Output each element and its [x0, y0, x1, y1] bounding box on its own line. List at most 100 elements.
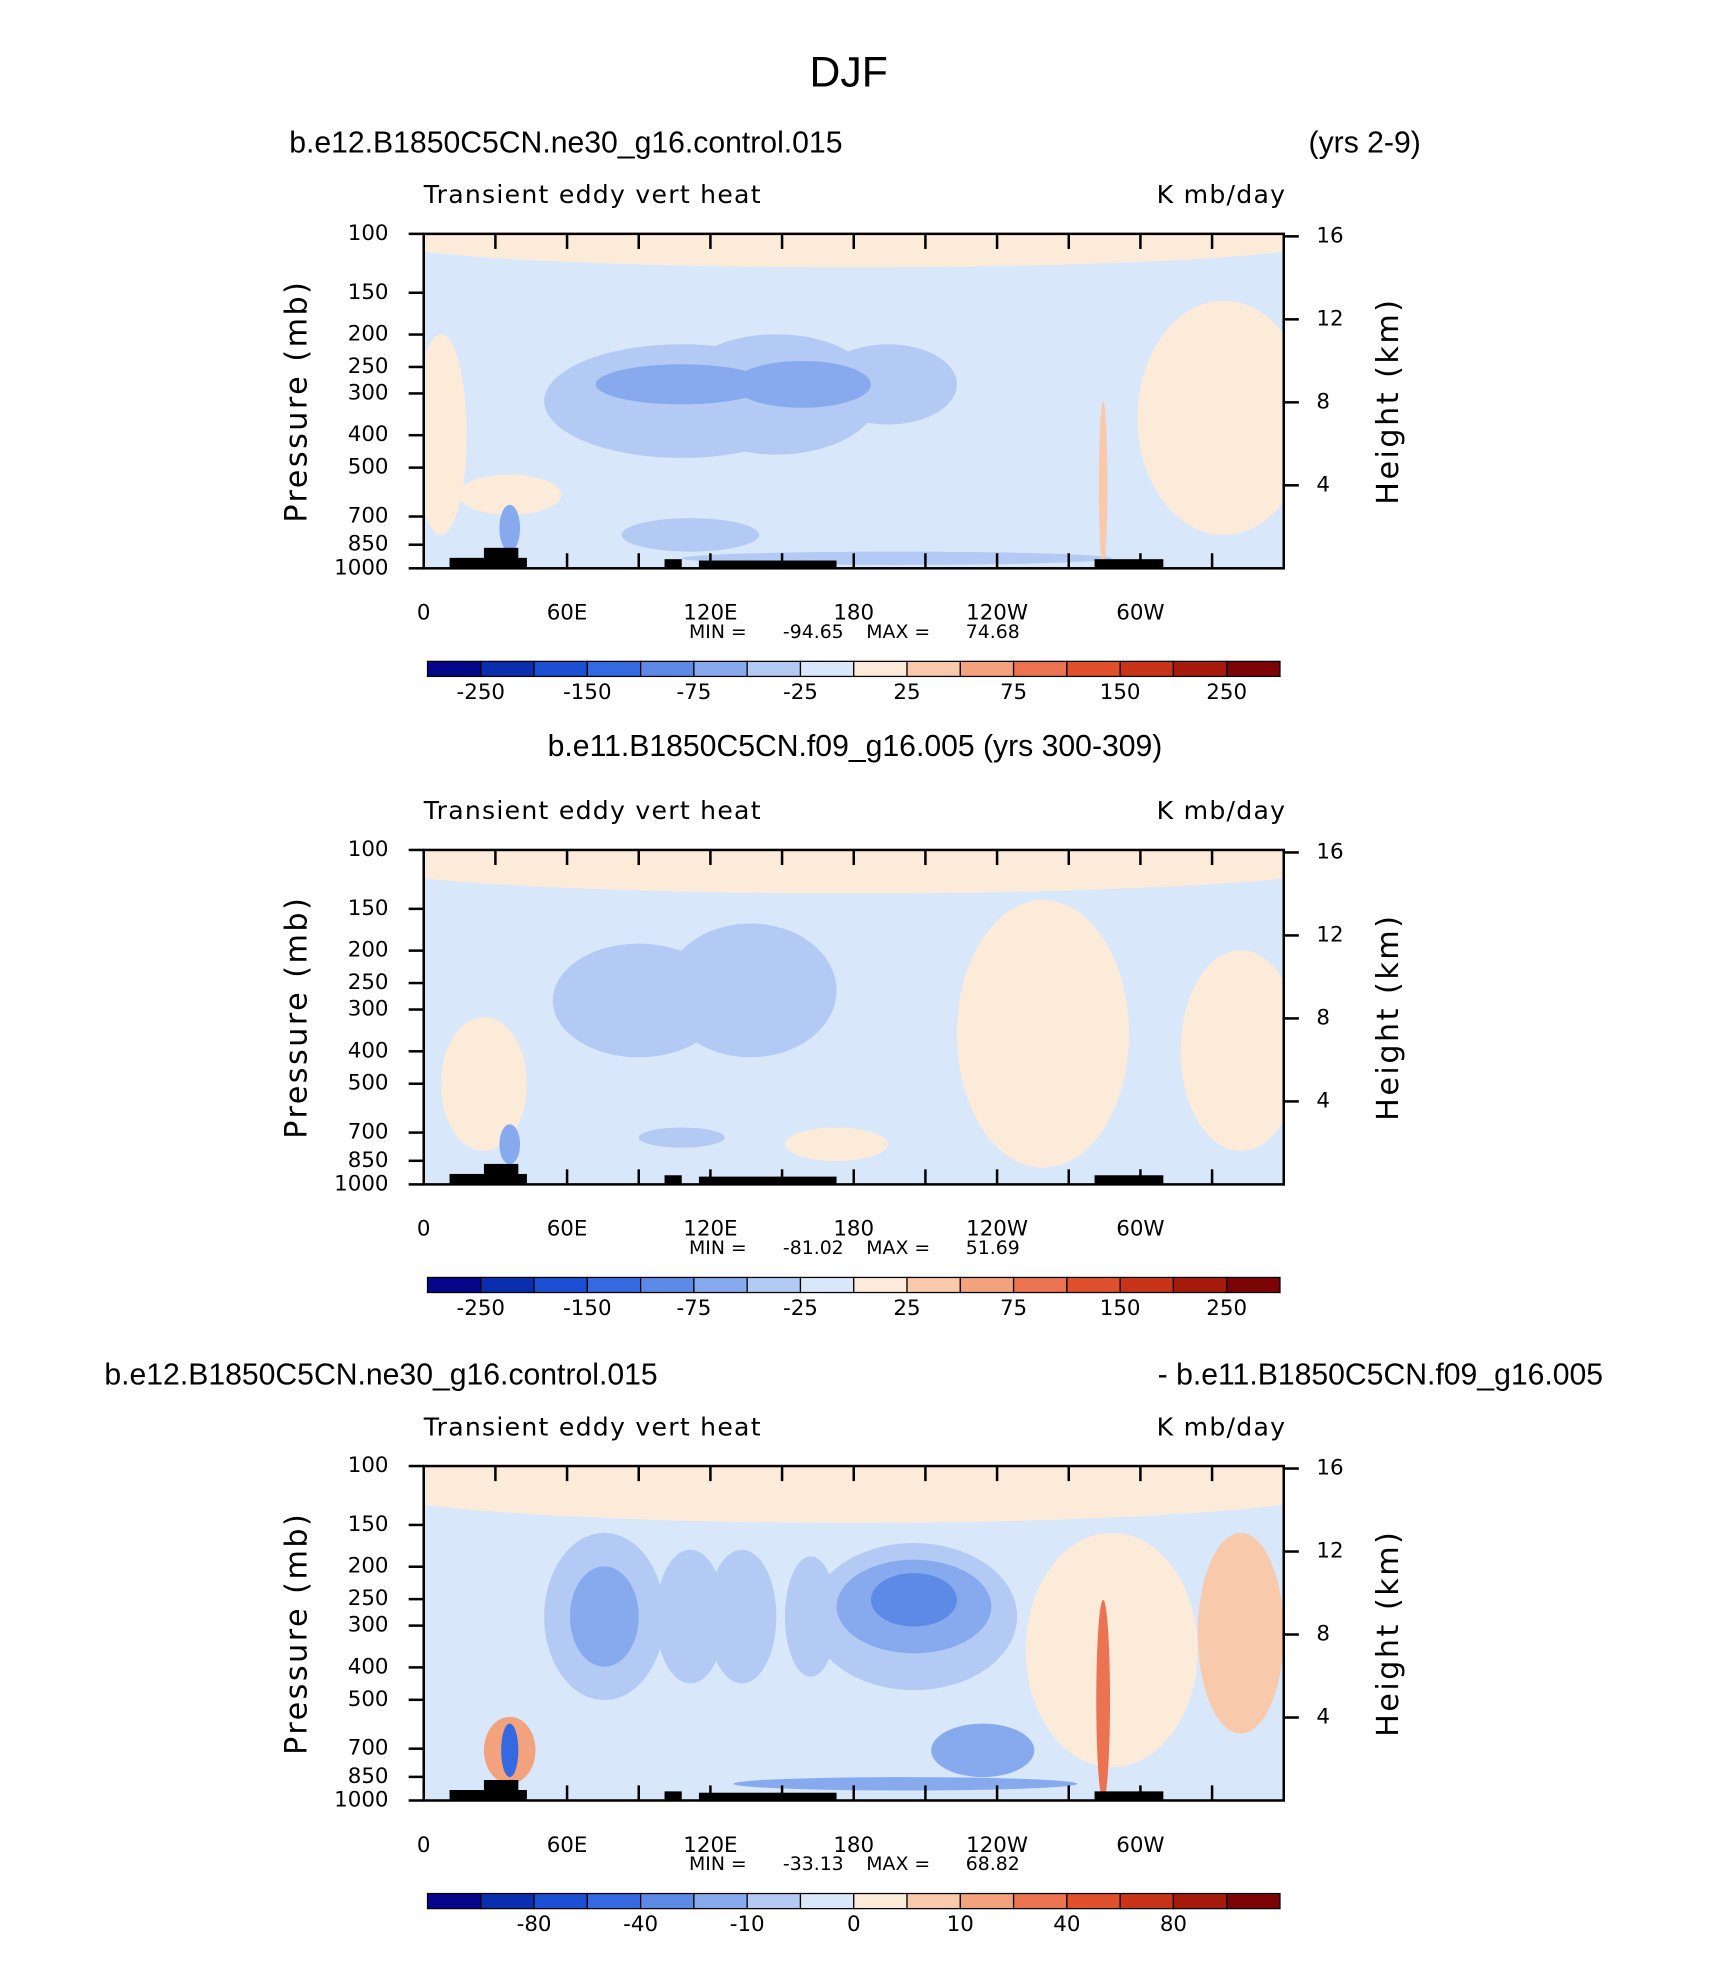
contour-region: [664, 923, 837, 1058]
colorbar-box: [1172, 660, 1228, 678]
terrain: [483, 1163, 519, 1185]
units: K mb/day: [1157, 1412, 1287, 1441]
contour-region: [707, 1549, 777, 1684]
y-tick-label: 300: [348, 1613, 389, 1638]
min-value: -94.65: [783, 622, 844, 643]
min-value: -81.02: [783, 1238, 844, 1259]
y2-tick-label: 12: [1316, 922, 1343, 947]
colorbar-box: [1012, 660, 1068, 678]
panel-title-left: b.e12.B1850C5CN.ne30_g16.control.015: [289, 127, 842, 160]
y-tick-label: 1000: [334, 1787, 388, 1812]
terrain: [698, 560, 837, 569]
colorbar-label: -80: [517, 1912, 552, 1937]
contour-region: [440, 1017, 527, 1151]
y-tick-label: 700: [348, 1120, 389, 1145]
contour-region: [578, 993, 665, 1028]
colorbar-box: [533, 1892, 588, 1910]
units: K mb/day: [1157, 796, 1287, 825]
y2-axis-label: Height (km): [1371, 1530, 1406, 1737]
colorbar-label: -25: [783, 1296, 818, 1321]
contour-region: [499, 504, 521, 552]
x-tick-label: 120W: [966, 1217, 1028, 1242]
terrain: [664, 1175, 682, 1185]
colorbar-label: 75: [1000, 680, 1027, 705]
y2-tick-label: 4: [1316, 1088, 1330, 1113]
colorbar-box: [853, 660, 908, 678]
colorbar-box: [480, 1276, 535, 1294]
colorbar-label: -75: [676, 680, 711, 705]
contour-region: [499, 1124, 521, 1165]
terrain: [483, 547, 519, 569]
contour-region: [1197, 1532, 1284, 1734]
y-tick-label: 500: [348, 1687, 389, 1712]
colorbar-label: -10: [730, 1912, 765, 1937]
colorbar-box: [586, 1276, 642, 1294]
colorbar-box: [1012, 1276, 1068, 1294]
colorbar-box: [586, 660, 642, 678]
terrain: [1094, 1791, 1164, 1801]
panel-title: b.e11.B1850C5CN.f09_g16.005 (yrs 300-309…: [548, 730, 1163, 763]
contour-region: [569, 1566, 639, 1667]
colorbar-box: [639, 1276, 695, 1294]
x-tick-label: 60W: [1116, 1833, 1164, 1858]
contour-fills: [423, 1466, 1284, 1801]
x-tick-label: 180: [833, 601, 874, 626]
colorbar-box: [693, 660, 748, 678]
colorbar-box: [639, 660, 695, 678]
y-tick-label: 500: [348, 455, 389, 480]
colorbar-box: [1226, 1892, 1281, 1910]
colorbar-label: 75: [1000, 1296, 1027, 1321]
y-tick-label: 700: [348, 504, 389, 529]
x-tick-label: 0: [417, 1217, 431, 1242]
y-tick-label: 150: [348, 896, 389, 921]
colorbar-box: [746, 1892, 802, 1910]
colorbar-box: [426, 1892, 482, 1910]
min-label: MIN =: [689, 1238, 747, 1259]
colorbar-box: [480, 1892, 535, 1910]
y2-tick-label: 4: [1316, 1704, 1330, 1729]
contour-region: [423, 334, 467, 535]
colorbar-box: [1172, 1892, 1228, 1910]
contour-field: [423, 849, 1284, 1185]
y-tick-label: 850: [348, 1148, 389, 1173]
colorbar-box: [1119, 1276, 1175, 1294]
x-tick-label: 120W: [966, 601, 1028, 626]
terrain: [698, 1792, 837, 1801]
colorbar-label: -150: [563, 1296, 611, 1321]
min-label: MIN =: [689, 622, 747, 643]
y-tick-label: 250: [348, 1586, 389, 1611]
x-tick-label: 120E: [683, 1217, 737, 1242]
contour-region: [638, 1127, 725, 1148]
y-tick-label: 250: [348, 354, 389, 379]
colorbar-box: [799, 660, 855, 678]
subtitle-left: Transient eddy vert heat: [423, 1412, 762, 1441]
terrain: [664, 1791, 682, 1801]
colorbar-box: [639, 1892, 695, 1910]
y-tick-label: 1000: [334, 1171, 388, 1196]
y-tick-label: 100: [348, 221, 389, 246]
colorbar-label: 25: [893, 680, 920, 705]
colorbar-box: [426, 1276, 482, 1294]
colorbar-box: [1066, 1276, 1121, 1294]
max-label: MAX =: [866, 1238, 930, 1259]
y2-tick-label: 8: [1316, 389, 1330, 414]
contour-fills: [423, 233, 1284, 569]
colorbar-box: [426, 660, 482, 678]
contour-field: [423, 233, 1284, 569]
x-tick-label: 60W: [1116, 1217, 1164, 1242]
contour-region: [1096, 1599, 1111, 1801]
terrain: [1094, 559, 1164, 569]
contour-region: [733, 360, 871, 408]
terrain: [664, 559, 682, 569]
colorbar-label: 10: [947, 1912, 974, 1937]
x-tick-label: 120E: [683, 601, 737, 626]
colorbar-label: -75: [676, 1296, 711, 1321]
y-axis-label: Pressure (mb): [280, 280, 315, 523]
y-tick-label: 400: [348, 1038, 389, 1063]
min-value: -33.13: [783, 1854, 844, 1875]
y2-tick-label: 8: [1316, 1622, 1330, 1647]
colorbar-label: -40: [623, 1912, 658, 1937]
x-tick-label: 60E: [547, 1217, 588, 1242]
contour-region: [458, 474, 562, 515]
